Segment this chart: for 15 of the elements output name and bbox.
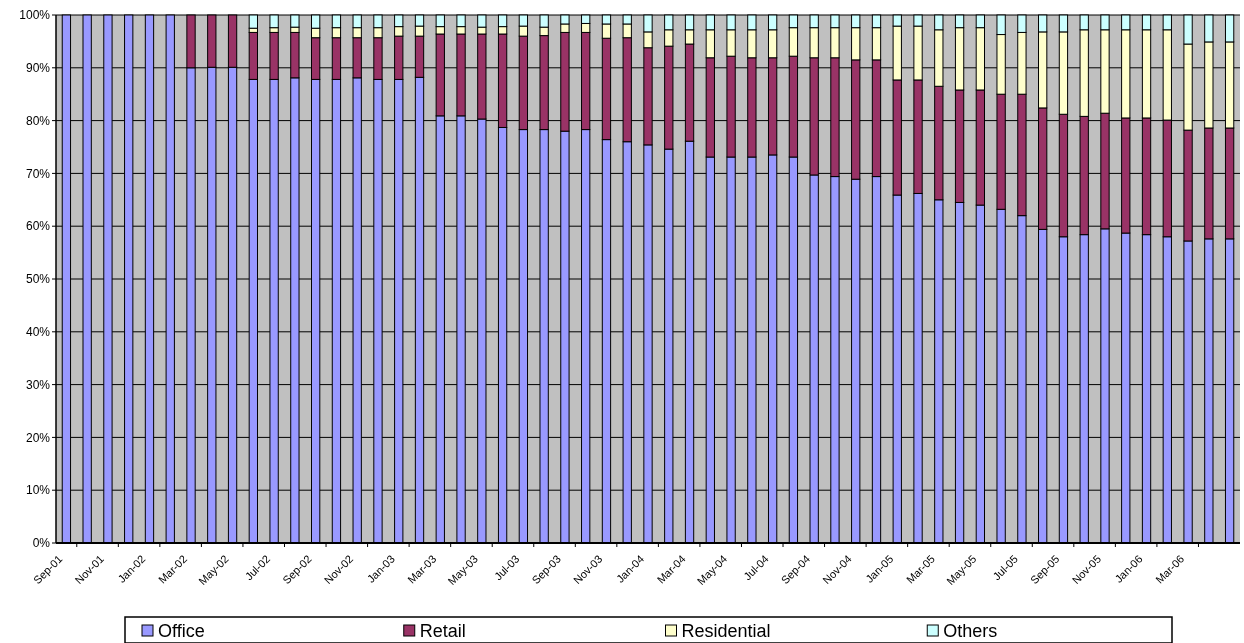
y-tick-label: 0%: [32, 536, 51, 551]
y-tick-label: 10%: [25, 483, 51, 498]
y-tick-label: 30%: [25, 377, 51, 392]
y-tick-label: 70%: [25, 166, 51, 181]
y-tick-label: 40%: [25, 325, 51, 339]
legend-label: Others: [943, 621, 998, 642]
legend-label: Residential: [681, 621, 771, 642]
y-tick-label: 90%: [25, 61, 51, 75]
y-tick-label: 80%: [25, 113, 51, 128]
y-tick-label: 60%: [25, 219, 51, 234]
y-tick-label: 100%: [19, 8, 51, 23]
legend-label: Office: [158, 621, 205, 642]
y-tick-label: 50%: [25, 272, 51, 287]
y-tick-label: 20%: [25, 430, 51, 445]
legend-label: Retail: [419, 621, 466, 642]
